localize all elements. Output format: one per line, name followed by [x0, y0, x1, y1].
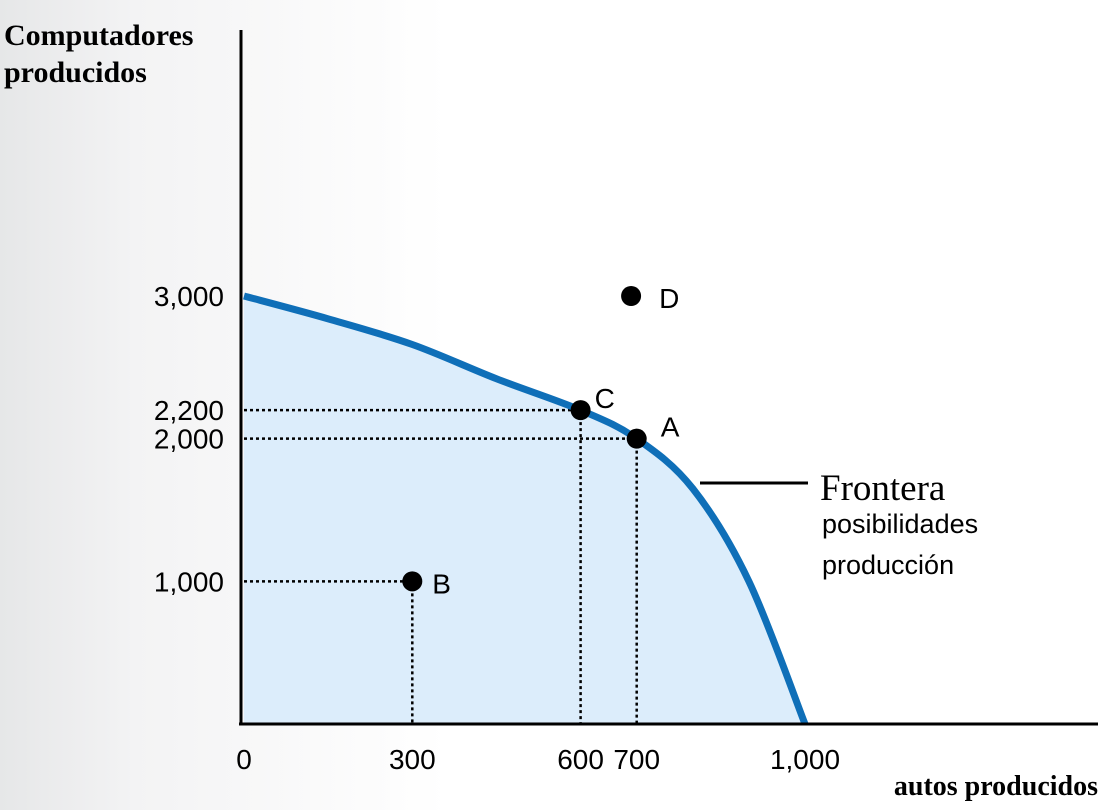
point-a — [626, 428, 647, 449]
x-tick-label: 1,000 — [770, 744, 840, 775]
x-tick-label: 600 — [557, 744, 604, 775]
x-tick-label: 0 — [236, 744, 252, 775]
x-tick-labels: 0 300 600 700 1,000 — [236, 744, 840, 775]
frontier-label-line3: producción — [822, 550, 954, 580]
point-d — [621, 286, 642, 306]
point-b — [402, 571, 423, 592]
x-tick-label: 300 — [389, 744, 436, 775]
y-axis-title-line2: producidos — [4, 56, 147, 89]
guide-lines — [244, 408, 638, 724]
point-c — [570, 400, 591, 421]
x-tick-label: 700 — [613, 744, 660, 775]
y-tick-label: 2,000 — [154, 424, 224, 455]
y-tick-label: 1,000 — [154, 566, 224, 597]
data-points: A B C D — [402, 283, 680, 599]
y-tick-label: 3,000 — [154, 281, 224, 312]
frontier-label-line1: Frontera — [820, 468, 945, 509]
point-label-c: C — [595, 383, 615, 414]
y-tick-label: 2,200 — [154, 395, 224, 426]
x-axis-title: autos producidos — [894, 771, 1098, 802]
frontier-label-line2: posibilidades — [822, 509, 978, 539]
point-label-a: A — [661, 412, 680, 443]
feasible-region — [244, 296, 805, 724]
y-axis-title-line1: Computadores — [4, 19, 193, 52]
point-label-b: B — [432, 568, 451, 599]
point-label-d: D — [659, 283, 679, 314]
